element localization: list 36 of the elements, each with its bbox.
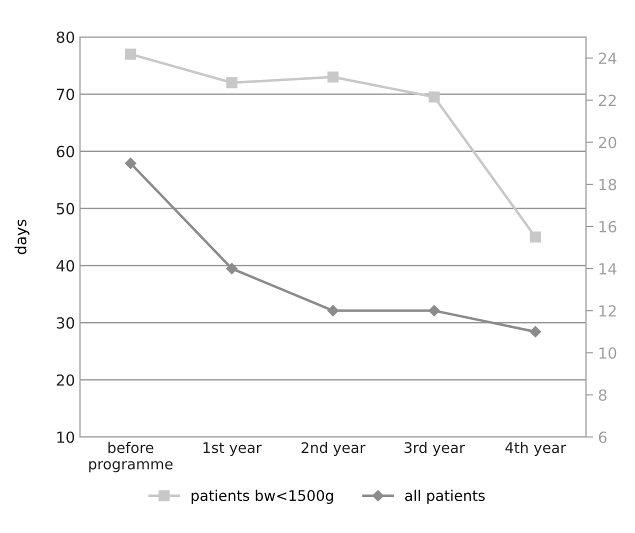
y2-tick-label: 22 [598,94,616,106]
y-tick-label: 40 [56,260,74,272]
x-tick-label: before programme [89,442,173,472]
point [530,231,541,243]
point [327,305,339,316]
y-tick-label: 20 [56,374,74,386]
y2-tick-label: 12 [599,305,616,316]
point [428,91,440,103]
x-tick-label: 2nd year [302,442,366,456]
y2-tick-label: 16 [599,220,616,232]
legend-label: all patients [405,490,485,504]
y2-tick-label: 20 [598,136,616,148]
y2-tick-label: 10 [599,347,616,359]
x-tick-label: 3rd year [404,442,465,456]
point [428,305,440,316]
point [226,262,238,274]
y-axis-title: days [14,220,30,254]
point [327,71,339,83]
y-tick-label: 70 [56,88,74,100]
point [124,158,136,169]
y2-tick-label: 24 [598,52,616,64]
y-tick-label: 30 [56,317,74,329]
legend-label: patients bw<1500g [192,490,333,504]
point [530,326,542,338]
y-tick-label: 10 [57,431,74,444]
y2-tick-label: 18 [599,178,616,190]
y2-tick-label: 8 [598,389,606,401]
x-tick-label: 4th year [505,442,566,456]
y-tick-label: 60 [56,146,74,158]
point [226,77,238,88]
y-tick-label: 80 [56,31,74,44]
y2-tick-label: 6 [598,431,607,444]
x-tick-label: 1st year [204,442,262,456]
y2-tick-label: 14 [599,263,616,274]
point [125,48,136,60]
y-tick-label: 50 [56,202,74,214]
